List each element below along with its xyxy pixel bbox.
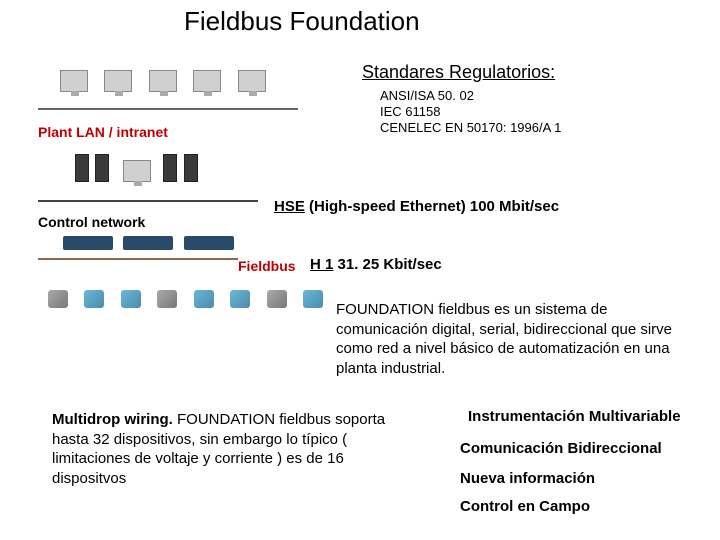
device-icon: [194, 290, 214, 308]
feature-1: Comunicación Bidireccional: [460, 440, 662, 457]
control-net-label: Control network: [38, 214, 145, 230]
device-icon: [48, 290, 68, 308]
feature-3: Control en Campo: [460, 498, 590, 515]
switch-icon: [123, 236, 173, 250]
server-icon: [75, 154, 89, 182]
control-net-line: [38, 200, 258, 202]
switch-icon: [184, 236, 234, 250]
device-icon: [157, 290, 177, 308]
plant-lan-line: [38, 108, 298, 110]
h1-label: H 1 31. 25 Kbit/sec: [310, 256, 442, 273]
device-icon: [230, 290, 250, 308]
monitor-icon: [238, 70, 266, 92]
standard-item-1: IEC 61158: [380, 104, 440, 121]
monitors-row: [60, 70, 266, 97]
device-icon: [267, 290, 287, 308]
device-icon: [121, 290, 141, 308]
description-text: FOUNDATION fieldbus es un sistema de com…: [336, 300, 696, 378]
h1-prefix: H 1: [310, 256, 333, 273]
feature-2: Nueva información: [460, 470, 595, 487]
device-icon: [303, 290, 323, 308]
devices-row: [42, 290, 329, 313]
fieldbus-line: [38, 258, 238, 260]
hse-text: (High-speed Ethernet) 100 Mbit/sec: [305, 198, 559, 215]
hse-label: HSE (High-speed Ethernet) 100 Mbit/sec: [274, 198, 559, 215]
servers-row: [74, 154, 199, 187]
standard-item-2: CENELEC EN 50170: 1996/A 1: [380, 120, 561, 137]
multidrop-text: Multidrop wiring. FOUNDATION fieldbus so…: [52, 410, 412, 488]
server-icon: [184, 154, 198, 182]
workstation-icon: [123, 160, 151, 182]
switch-icon: [63, 236, 113, 250]
fieldbus-label: Fieldbus: [238, 258, 296, 274]
feature-0: Instrumentación Multivariable: [468, 408, 681, 425]
monitor-icon: [104, 70, 132, 92]
standard-item-0: ANSI/ISA 50. 02: [380, 88, 474, 105]
monitor-icon: [149, 70, 177, 92]
switches-row: [60, 236, 237, 255]
server-icon: [163, 154, 177, 182]
device-icon: [84, 290, 104, 308]
plant-lan-label: Plant LAN / intranet: [38, 124, 168, 140]
h1-text: 31. 25 Kbit/sec: [333, 256, 441, 273]
monitor-icon: [193, 70, 221, 92]
standards-heading: Standares Regulatorios:: [362, 62, 555, 83]
monitor-icon: [60, 70, 88, 92]
page-title: Fieldbus Foundation: [184, 6, 420, 37]
multidrop-bold: Multidrop wiring.: [52, 411, 173, 428]
hse-prefix: HSE: [274, 198, 305, 215]
server-icon: [95, 154, 109, 182]
